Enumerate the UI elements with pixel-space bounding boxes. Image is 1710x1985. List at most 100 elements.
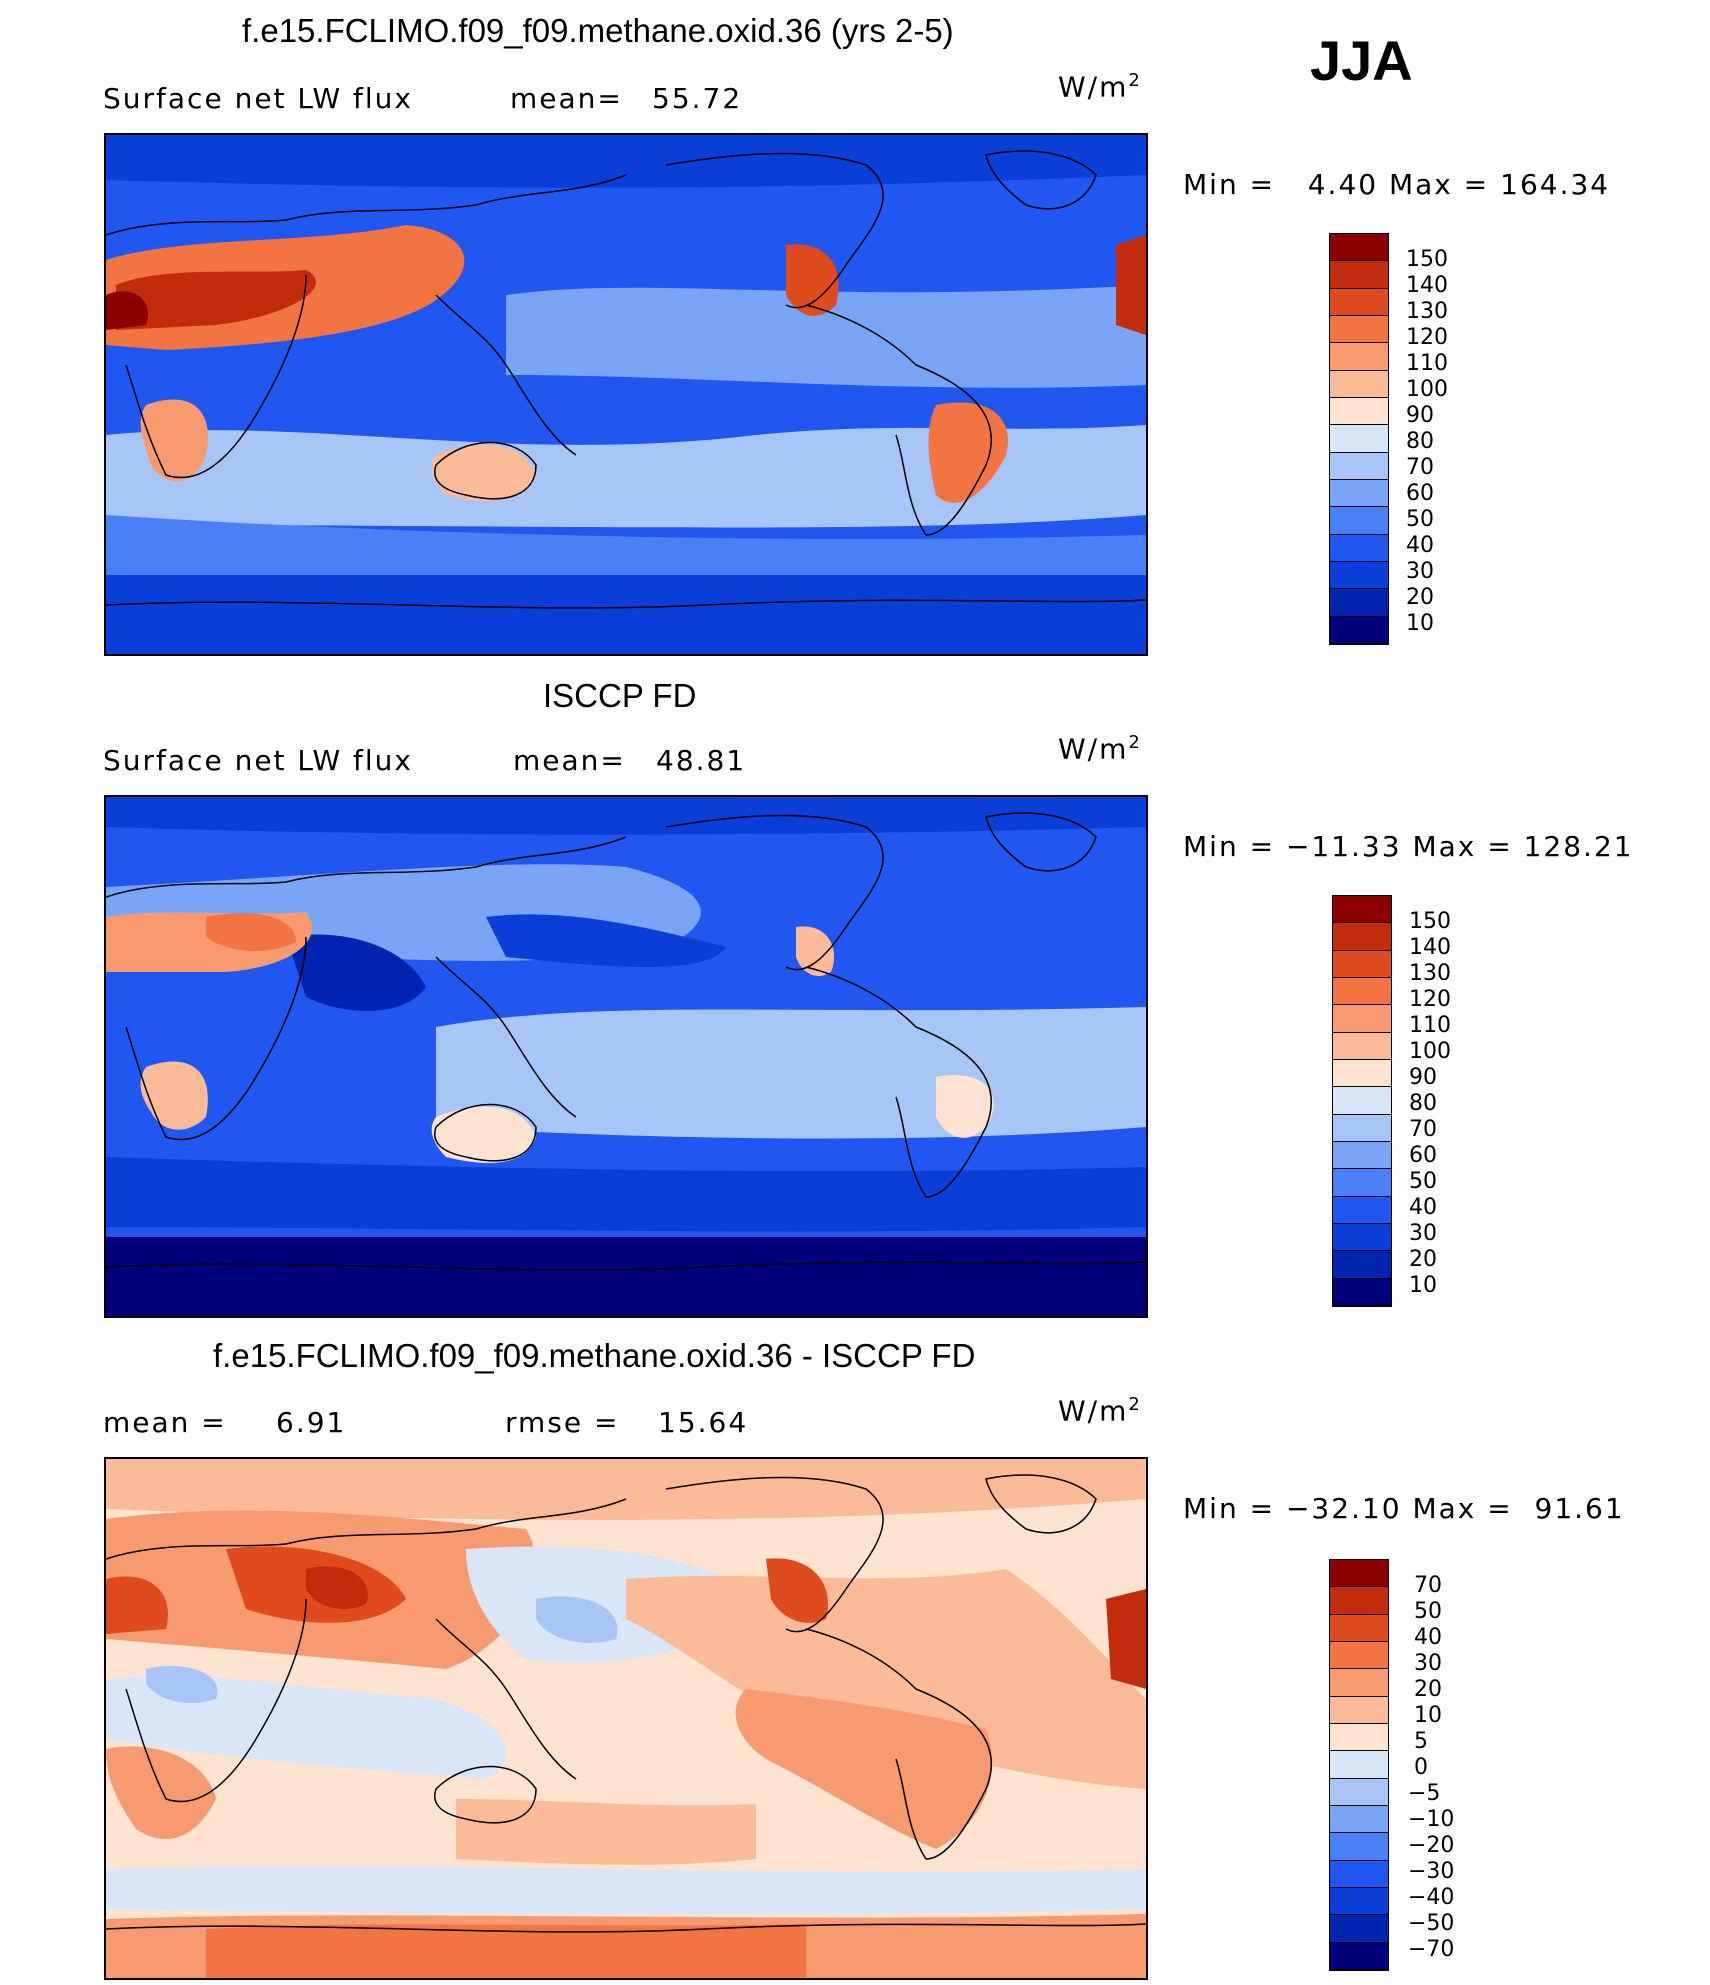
colorbar-swatch <box>1330 261 1388 289</box>
mean-value: 6.91 <box>276 1406 347 1439</box>
colorbar-label: 20 <box>1406 585 1434 610</box>
colorbar-label: −30 <box>1408 1859 1455 1884</box>
colorbar-swatch <box>1330 1915 1388 1943</box>
colorbar-label: 30 <box>1409 1221 1437 1246</box>
colorbar-swatch <box>1330 425 1388 453</box>
colorbar-swatch <box>1333 1224 1391 1252</box>
rmse-value: 15.64 <box>658 1406 749 1439</box>
colorbar-swatch <box>1333 1278 1391 1306</box>
colorbar-label: 130 <box>1406 299 1448 324</box>
variable-label: Surface net LW flux <box>103 744 413 777</box>
colorbar-swatch <box>1330 1614 1388 1642</box>
rmse-label: rmse = <box>505 1406 620 1439</box>
units-label: W/m2 <box>1058 732 1142 766</box>
colorbar-swatch <box>1330 398 1388 426</box>
colorbar-label: 40 <box>1409 1195 1437 1220</box>
colorbar-difference <box>1329 1559 1389 1971</box>
panel-title: f.e15.FCLIMO.f09_f09.methane.oxid.36 - I… <box>213 1337 976 1374</box>
colorbar-swatch <box>1330 1669 1388 1697</box>
colorbar-swatch <box>1333 1060 1391 1088</box>
colorbar-label: 70 <box>1409 1117 1437 1142</box>
colorbar-swatch <box>1330 589 1388 617</box>
colorbar-label: 60 <box>1409 1143 1437 1168</box>
map-difference <box>104 1457 1148 1980</box>
colorbar-label: 70 <box>1406 455 1434 480</box>
colorbar-label: 50 <box>1409 1169 1437 1194</box>
colorbar-label: 150 <box>1406 247 1448 272</box>
colorbar-swatch <box>1330 562 1388 590</box>
colorbar-swatch <box>1330 370 1388 398</box>
colorbar-swatch <box>1333 1169 1391 1197</box>
colorbar-model <box>1329 233 1389 645</box>
colorbar-label: −10 <box>1408 1807 1455 1832</box>
colorbar-label: 10 <box>1406 611 1434 636</box>
colorbar-swatch <box>1330 288 1388 316</box>
colorbar-swatch <box>1330 1696 1388 1724</box>
min-max-label: Min = −11.33 Max = 128.21 <box>1183 830 1634 863</box>
colorbar-swatch <box>1333 1251 1391 1279</box>
variable-label: Surface net LW flux <box>103 82 413 115</box>
colorbar-label: 40 <box>1414 1625 1442 1650</box>
colorbar-swatch <box>1330 452 1388 480</box>
colorbar-label: 20 <box>1414 1677 1442 1702</box>
colorbar-label: 70 <box>1414 1573 1442 1598</box>
mean-value: 48.81 <box>656 744 747 777</box>
colorbar-label: 80 <box>1406 429 1434 454</box>
colorbar-swatch <box>1330 1587 1388 1615</box>
colorbar-label: −50 <box>1408 1911 1455 1936</box>
colorbar-label: 80 <box>1409 1091 1437 1116</box>
colorbar-swatch <box>1333 1142 1391 1170</box>
colorbar-swatch <box>1330 1642 1388 1670</box>
panel-title: ISCCP FD <box>543 677 697 714</box>
colorbar-label: 100 <box>1409 1039 1451 1064</box>
colorbar-swatch <box>1333 1005 1391 1033</box>
colorbar-label: 30 <box>1406 559 1434 584</box>
colorbar-label: 50 <box>1406 507 1434 532</box>
colorbar-label: −20 <box>1408 1833 1455 1858</box>
colorbar-label: −70 <box>1408 1937 1455 1962</box>
colorbar-label: 0 <box>1414 1755 1428 1780</box>
colorbar-swatch <box>1330 507 1388 535</box>
colorbar-swatch <box>1330 534 1388 562</box>
min-max-label: Min = 4.40 Max = 164.34 <box>1183 168 1611 201</box>
map-observation <box>104 795 1148 1318</box>
colorbar-label: 100 <box>1406 377 1448 402</box>
colorbar-label: 120 <box>1406 325 1448 350</box>
mean-label: mean= <box>513 744 626 777</box>
colorbar-swatch <box>1333 923 1391 951</box>
colorbar-swatch <box>1333 1114 1391 1142</box>
colorbar-label: 30 <box>1414 1651 1442 1676</box>
colorbar-swatch <box>1333 1032 1391 1060</box>
colorbar-swatch <box>1330 1724 1388 1752</box>
colorbar-swatch <box>1330 1778 1388 1806</box>
colorbar-label: 5 <box>1414 1729 1428 1754</box>
colorbar-label: 140 <box>1409 935 1451 960</box>
units-label: W/m2 <box>1058 70 1142 104</box>
colorbar-label: 40 <box>1406 533 1434 558</box>
colorbar-swatch <box>1330 316 1388 344</box>
colorbar-observation <box>1332 895 1392 1307</box>
season-label: JJA <box>1310 29 1413 92</box>
colorbar-swatch <box>1330 1860 1388 1888</box>
colorbar-swatch <box>1330 616 1388 644</box>
colorbar-swatch <box>1333 950 1391 978</box>
colorbar-swatch <box>1330 1560 1388 1588</box>
colorbar-label: 110 <box>1409 1013 1451 1038</box>
panel-title: f.e15.FCLIMO.f09_f09.methane.oxid.36 (yr… <box>242 12 954 49</box>
colorbar-label: 50 <box>1414 1599 1442 1624</box>
colorbar-label: −5 <box>1408 1781 1441 1806</box>
mean-value: 55.72 <box>652 82 743 115</box>
colorbar-swatch <box>1333 1087 1391 1115</box>
colorbar-label: 120 <box>1409 987 1451 1012</box>
colorbar-label: 10 <box>1414 1703 1442 1728</box>
colorbar-swatch <box>1330 1833 1388 1861</box>
colorbar-swatch <box>1330 343 1388 371</box>
colorbar-swatch <box>1333 1196 1391 1224</box>
colorbar-label: −40 <box>1408 1885 1455 1910</box>
colorbar-swatch <box>1333 896 1391 924</box>
map-field <box>106 135 1146 654</box>
colorbar-label: 90 <box>1409 1065 1437 1090</box>
colorbar-label: 20 <box>1409 1247 1437 1272</box>
colorbar-swatch <box>1330 1888 1388 1916</box>
colorbar-label: 150 <box>1409 909 1451 934</box>
